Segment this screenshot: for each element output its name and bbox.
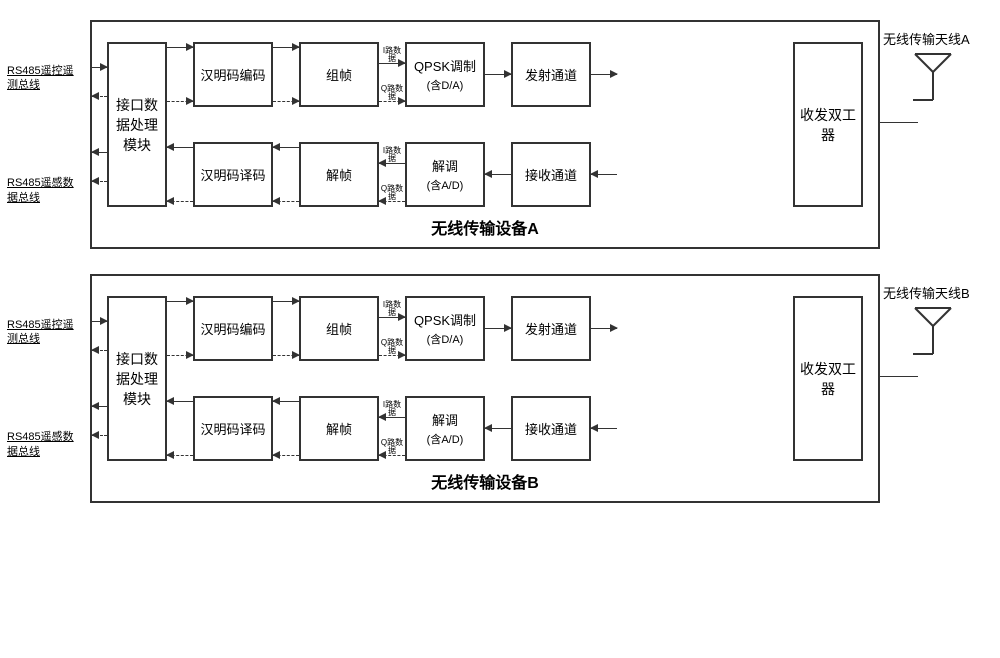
frame-block: 组帧: [299, 296, 379, 361]
rx-chain: 汉明码译码 解帧 I路数据 Q路数据 解调(含A/D) 接收通道: [167, 142, 793, 207]
deframe-block: 解帧: [299, 142, 379, 207]
device-title: 无线传输设备A: [431, 215, 539, 239]
antenna-icon: [913, 52, 953, 102]
antenna: 无线传输天线A: [883, 32, 983, 107]
interface-block: 接口数据处理模块: [107, 296, 167, 461]
rx-chain: 汉明码译码 解帧 I路数据 Q路数据 解调(含A/D) 接收通道: [167, 396, 793, 461]
antenna-icon: [913, 306, 953, 356]
tx-chain: 汉明码编码 组帧 I路数据 Q路数据 QPSK调制(含D/A) 发射通道: [167, 42, 793, 107]
bus-label-bottom: RS485遥感数据总线: [7, 430, 77, 459]
deframe-block: 解帧: [299, 396, 379, 461]
rx-channel-block: 接收通道: [511, 142, 591, 207]
interface-block: 接口数据处理模块: [107, 42, 167, 207]
demod-block: 解调(含A/D): [405, 396, 485, 461]
frame-block: 组帧: [299, 42, 379, 107]
demod-block: 解调(含A/D): [405, 142, 485, 207]
qpsk-mod-block: QPSK调制(含D/A): [405, 42, 485, 107]
hamming-dec-block: 汉明码译码: [193, 142, 273, 207]
duplexer-block: 收发双工器: [793, 296, 863, 461]
tx-chain: 汉明码编码 组帧 I路数据 Q路数据 QPSK调制(含D/A) 发射通道: [167, 296, 793, 361]
device-A: RS485遥控遥测总线 RS485遥感数据总线 接口数据处理模块: [90, 20, 880, 249]
tx-channel-block: 发射通道: [511, 296, 591, 361]
antenna-label: 无线传输天线A: [883, 32, 983, 49]
bus-label-bottom: RS485遥感数据总线: [7, 176, 77, 205]
duplexer-block: 收发双工器: [793, 42, 863, 207]
hamming-dec-block: 汉明码译码: [193, 396, 273, 461]
qpsk-mod-block: QPSK调制(含D/A): [405, 296, 485, 361]
rx-channel-block: 接收通道: [511, 396, 591, 461]
bus-label-top: RS485遥控遥测总线: [7, 318, 77, 347]
antenna-label: 无线传输天线B: [883, 286, 983, 303]
hamming-enc-block: 汉明码编码: [193, 296, 273, 361]
tx-channel-block: 发射通道: [511, 42, 591, 107]
bus-label-top: RS485遥控遥测总线: [7, 64, 77, 93]
device-B: RS485遥控遥测总线 RS485遥感数据总线 接口数据处理模块: [90, 274, 880, 503]
device-title: 无线传输设备B: [431, 469, 539, 493]
antenna: 无线传输天线B: [883, 286, 983, 361]
hamming-enc-block: 汉明码编码: [193, 42, 273, 107]
